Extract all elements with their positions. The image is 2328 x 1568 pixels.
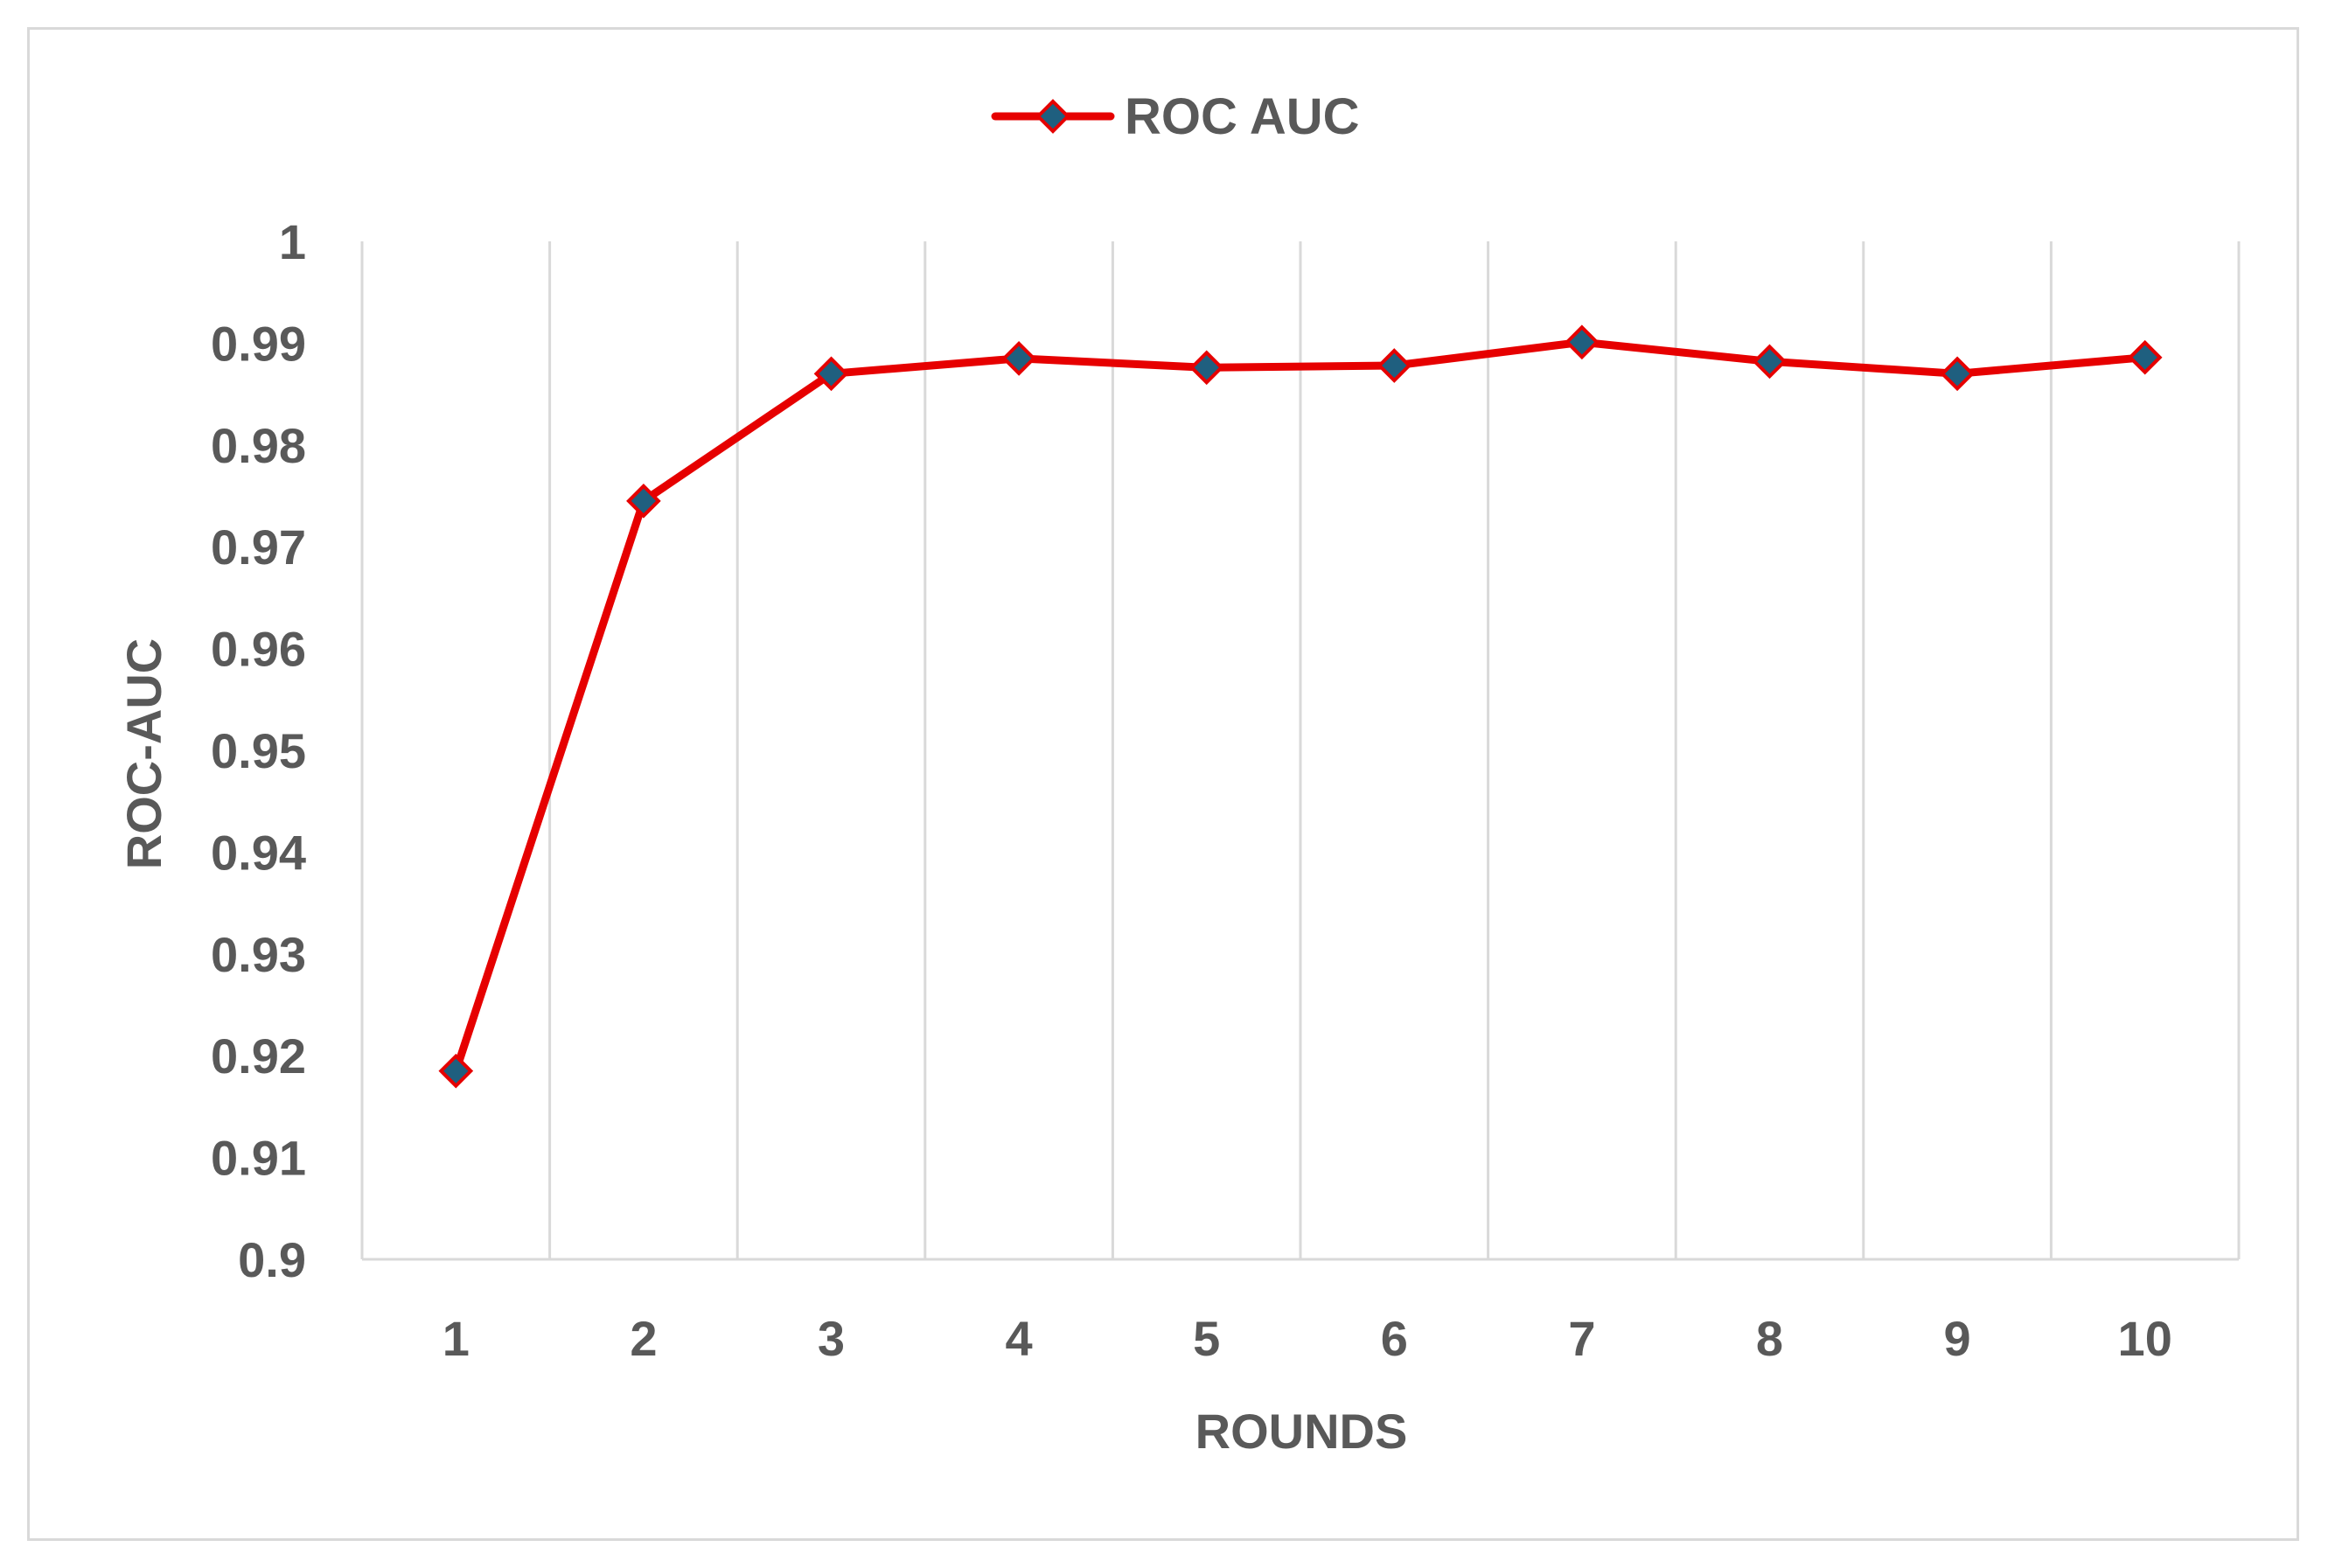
y-tick-label: 0.97 (211, 519, 306, 575)
legend: ROC AUC (991, 88, 1360, 145)
x-tick-label: 8 (1756, 1311, 1783, 1366)
y-tick-label: 0.98 (211, 418, 306, 473)
x-tick-label: 1 (443, 1311, 470, 1366)
y-tick-label: 0.93 (211, 927, 306, 982)
grid-layer (360, 241, 2241, 1259)
y-tick-label: 0.96 (211, 622, 306, 677)
data-point-marker (1377, 348, 1412, 383)
legend-diamond-marker-icon (1035, 99, 1070, 134)
data-point-marker (626, 483, 661, 519)
data-point-marker (1752, 344, 1788, 380)
data-point-marker (1565, 324, 1600, 360)
y-tick-label: 0.92 (211, 1028, 306, 1084)
x-tick-label: 5 (1193, 1311, 1220, 1366)
x-tick-label: 4 (1006, 1311, 1033, 1366)
x-axis-title: ROUNDS (1195, 1404, 1408, 1459)
y-tick-label: 0.9 (238, 1232, 306, 1287)
data-point-marker (1001, 341, 1036, 376)
chart-frame (27, 27, 2299, 1541)
y-tick-label: 0.91 (211, 1131, 306, 1186)
series-line (451, 338, 2150, 1076)
y-tick-label: 0.99 (211, 316, 306, 371)
x-tick-label: 2 (630, 1311, 657, 1366)
x-tick-label: 3 (818, 1311, 845, 1366)
series-layer (438, 324, 2163, 1089)
y-tick-label: 1 (279, 214, 306, 269)
data-point-marker (438, 1053, 474, 1089)
x-tick-label: 7 (1568, 1311, 1595, 1366)
y-tick-label: 0.95 (211, 723, 306, 778)
x-tick-label: 9 (1944, 1311, 1971, 1366)
y-axis-title: ROC-AUC (116, 638, 171, 869)
y-tick-label: 0.94 (211, 825, 306, 880)
x-tick-label: 10 (2118, 1311, 2172, 1366)
data-point-marker (1940, 356, 1975, 392)
data-point-marker (1188, 350, 1224, 386)
data-point-marker (813, 356, 849, 392)
x-tick-label: 6 (1381, 1311, 1408, 1366)
label-layer: 0.9 0.91 0.92 0.93 0.94 0.95 0.96 0.97 0.98 0.99 1… (211, 214, 2172, 1366)
legend-label-roc-auc: ROC AUC (1125, 88, 1360, 145)
data-point-marker (2127, 339, 2163, 375)
